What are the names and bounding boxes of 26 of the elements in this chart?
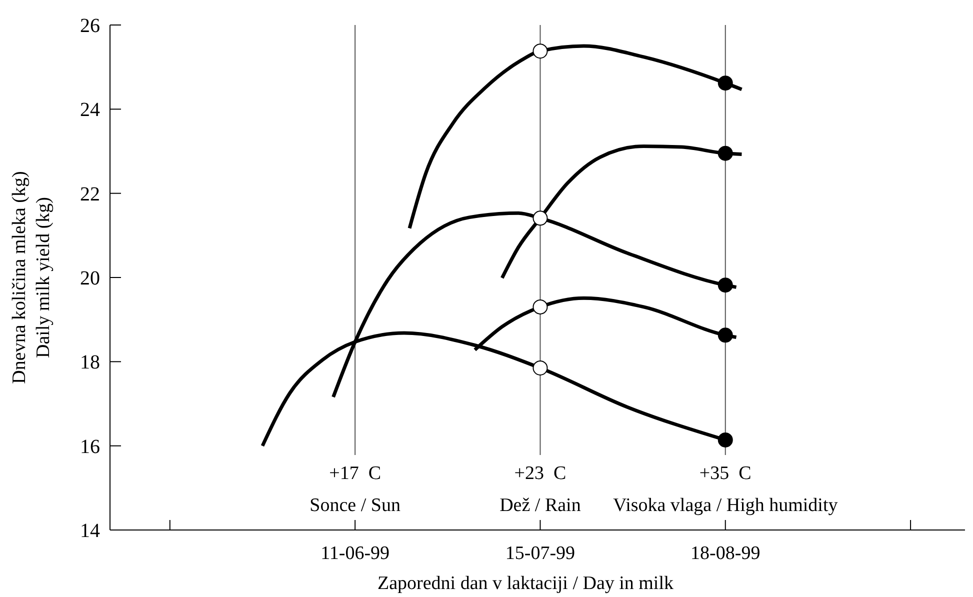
point <box>532 360 548 376</box>
x-tick-label: 15-07-99 <box>505 543 576 564</box>
point <box>718 146 733 161</box>
point <box>718 328 733 343</box>
y-tick-label: 20 <box>80 268 100 290</box>
y-tick-label: 14 <box>80 520 100 542</box>
point <box>532 210 548 226</box>
point <box>718 432 733 448</box>
line-series <box>408 44 744 230</box>
y-tick-label: 16 <box>80 436 100 458</box>
y-tick-label: 24 <box>80 99 100 122</box>
y-tick-label: 22 <box>80 183 100 206</box>
y-tick-label: 18 <box>80 352 100 374</box>
ref-line-label: +35 C Visoka vlaga / High humidity <box>613 463 838 516</box>
ref-line-label: +17 C Sonce / Sun <box>310 463 401 516</box>
x-tick-label: 11-06-99 <box>320 543 390 564</box>
x-axis-title: Zaporedni dan v laktaciji / Day in milk <box>377 573 674 594</box>
y-tick-label: 26 <box>80 15 100 37</box>
x-tick-label: 18-08-99 <box>690 543 760 564</box>
point <box>532 44 548 59</box>
ref-line-label: +23 C Dež / Rain <box>500 463 582 516</box>
point <box>718 278 733 293</box>
point <box>532 299 548 314</box>
line-series <box>500 144 744 280</box>
y-axis-title: Dnevna količina mleka (kg) Daily milk yield (kg) <box>9 171 54 384</box>
point <box>718 76 733 91</box>
